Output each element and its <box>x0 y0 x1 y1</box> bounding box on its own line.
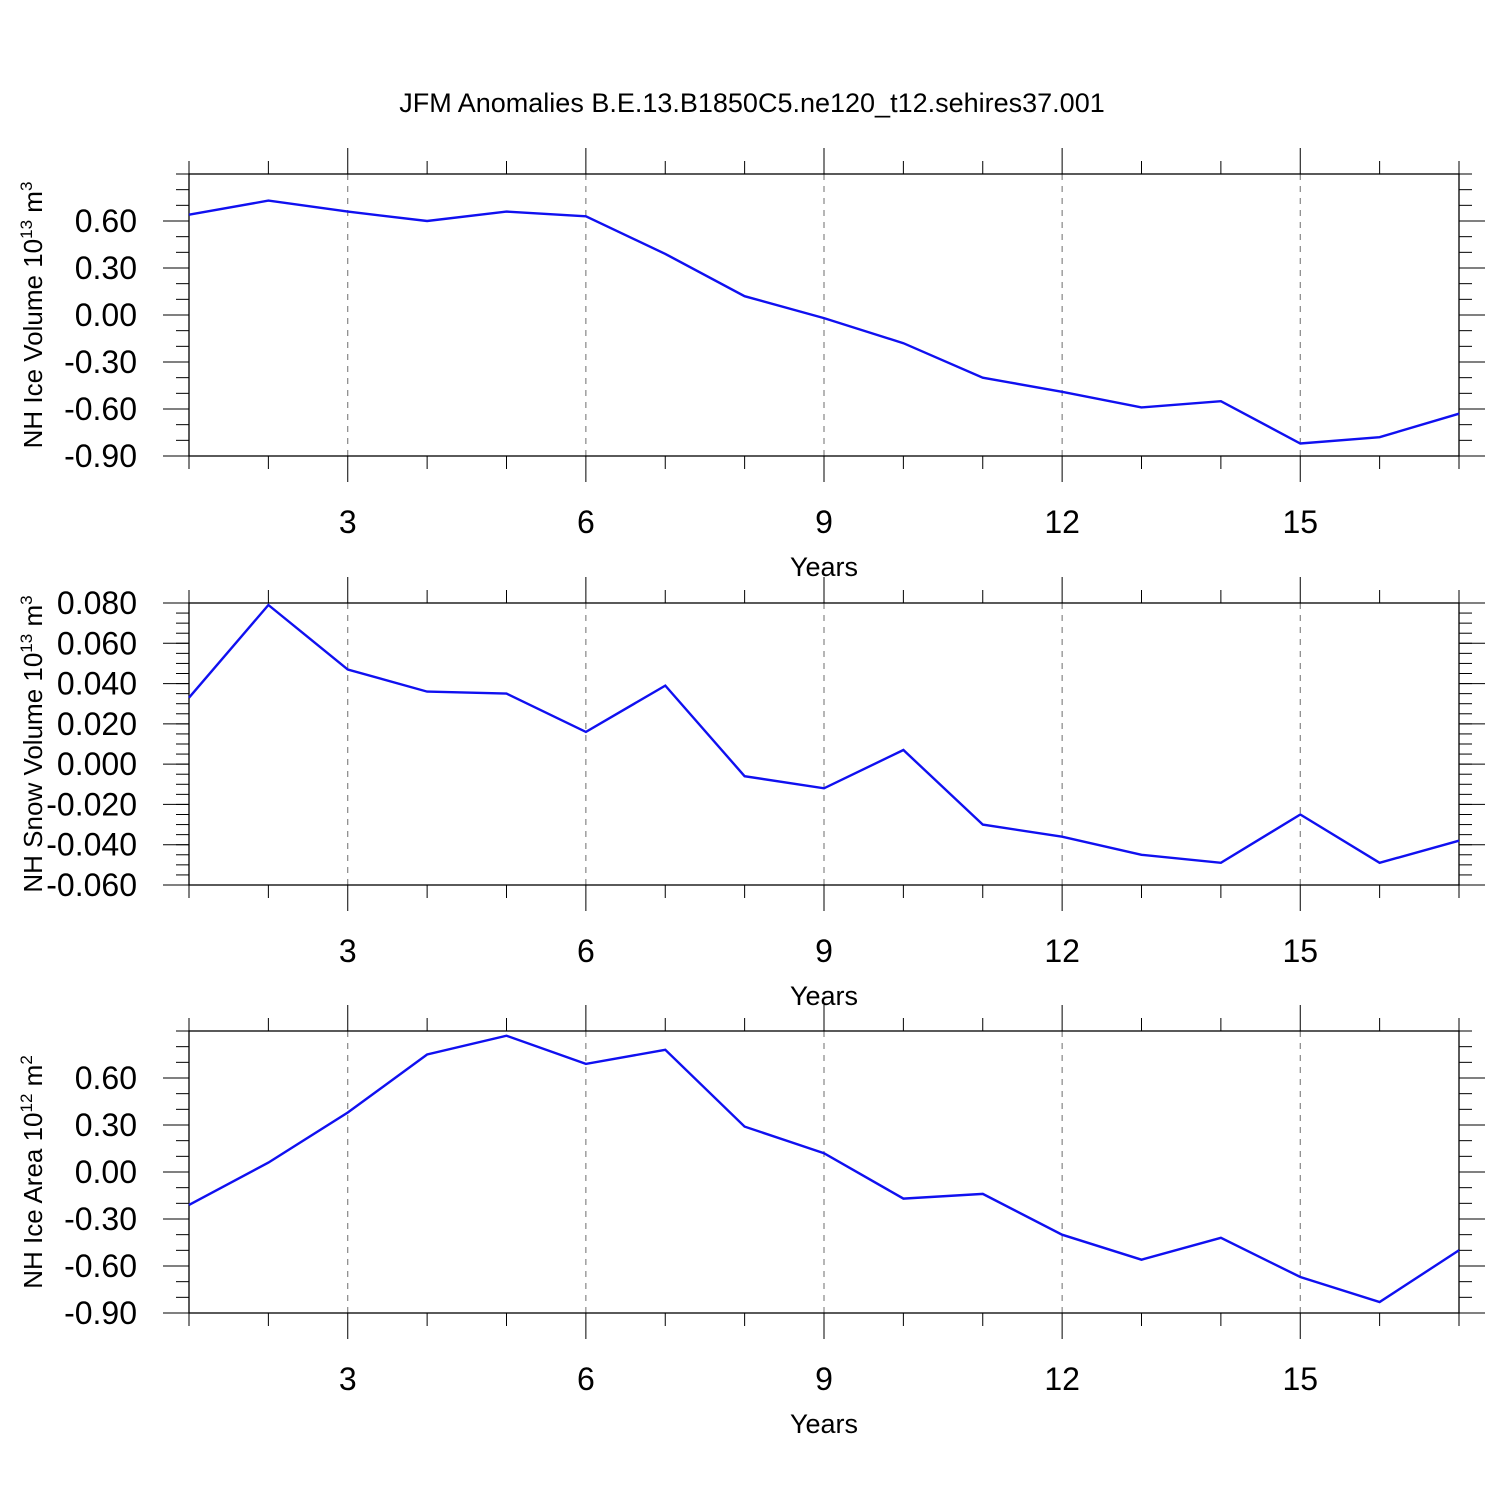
chart-title: JFM Anomalies B.E.13.B1850C5.ne120_t12.s… <box>399 88 1104 118</box>
x-tick-label: 9 <box>815 1361 833 1397</box>
y-tick-label: -0.60 <box>64 1248 137 1284</box>
panel-3: -0.90 -0.60 -0.30 0.00 0.30 0.60 3 6 9 12 15 Years N… <box>17 1005 1485 1439</box>
y-tick-label: -0.040 <box>46 827 137 863</box>
x-tick-label: 9 <box>815 504 833 540</box>
y-tick-label: -0.30 <box>64 1201 137 1237</box>
panel-1: -0.90-0.60-0.300.000.300.603 6 9 12 15YearsN… <box>17 148 1485 582</box>
y-tick-label: -0.90 <box>64 1295 137 1331</box>
x-axis-label: Years <box>790 1409 858 1439</box>
y-axis-label: NH Ice Volume 1013 m3 <box>17 182 48 449</box>
x-tick-label: 15 <box>1282 933 1318 969</box>
y-tick-label: 0.020 <box>57 706 137 742</box>
plot-frame <box>188 1030 1460 1314</box>
y-tick-label: 0.040 <box>57 666 137 702</box>
x-tick-label: 3 <box>339 1361 357 1397</box>
series-line <box>188 199 1460 445</box>
y-tick-label: -0.90 <box>64 438 137 474</box>
y-tick-label: 0.060 <box>57 625 137 661</box>
series-line <box>188 603 1460 865</box>
x-tick-label: 12 <box>1044 933 1080 969</box>
x-tick-label: 12 <box>1044 1361 1080 1397</box>
y-tick-label: 0.60 <box>75 203 137 239</box>
y-tick-label: 0.000 <box>57 746 137 782</box>
series-line <box>188 1034 1460 1304</box>
y-tick-label: -0.020 <box>46 786 137 822</box>
x-tick-label: 3 <box>339 933 357 969</box>
y-tick-label: -0.30 <box>64 344 137 380</box>
panel-2: -0.060 -0.040 -0.020 0.000 0.020 0.040 0.060 0.… <box>17 577 1485 1011</box>
y-tick-label: 0.30 <box>75 1107 137 1143</box>
y-tick-label: 0.00 <box>75 297 137 333</box>
x-tick-label: 6 <box>577 933 595 969</box>
y-tick-label: -0.60 <box>64 391 137 427</box>
x-tick-label: 6 <box>577 1361 595 1397</box>
x-tick-label: 3 <box>339 504 357 540</box>
y-tick-label: 0.60 <box>75 1060 137 1096</box>
x-tick-label: 12 <box>1044 504 1080 540</box>
plot-frame <box>188 602 1460 886</box>
y-tick-label: 0.080 <box>57 585 137 621</box>
x-tick-label: 15 <box>1282 504 1318 540</box>
panels: -0.90 -0.60 -0.30 0.00 0.30 0.60 3 6 9 12 15 Years N… <box>17 148 1485 1439</box>
x-tick-label: 15 <box>1282 1361 1318 1397</box>
y-tick-label: -0.060 <box>46 867 137 903</box>
y-axis-label: NH Ice Area 1012 m2 <box>17 1055 48 1289</box>
y-tick-label: 0.30 <box>75 250 137 286</box>
x-tick-label: 9 <box>815 933 833 969</box>
y-axis-label: NH Snow Volume 1013 m3 <box>17 595 48 892</box>
x-tick-label: 6 <box>577 504 595 540</box>
y-tick-label: 0.00 <box>75 1154 137 1190</box>
